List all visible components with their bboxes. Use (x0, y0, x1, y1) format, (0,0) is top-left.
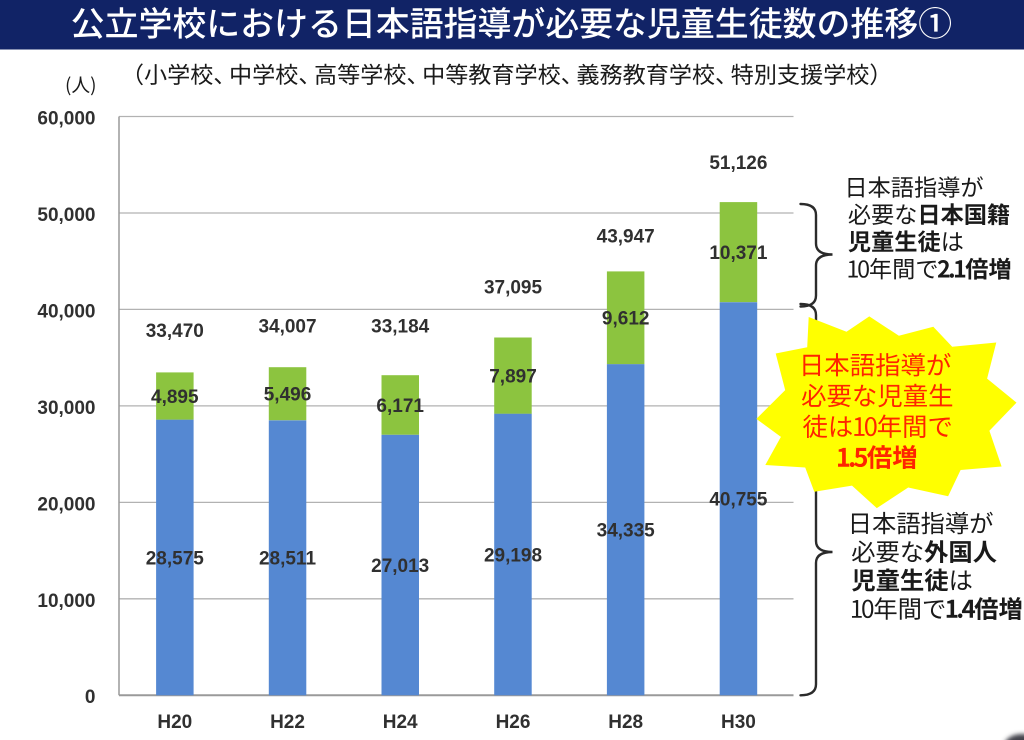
svg-text:28,575: 28,575 (146, 548, 205, 569)
svg-text:37,095: 37,095 (484, 278, 543, 299)
svg-text:30,000: 30,000 (37, 398, 95, 419)
svg-text:60,000: 60,000 (37, 108, 95, 129)
svg-text:H28: H28 (608, 712, 643, 733)
svg-text:6,171: 6,171 (376, 396, 424, 417)
svg-text:40,755: 40,755 (709, 490, 768, 511)
svg-text:10,371: 10,371 (709, 243, 768, 264)
svg-text:0: 0 (85, 687, 96, 708)
svg-text:H26: H26 (496, 712, 531, 733)
svg-text:34,007: 34,007 (258, 317, 316, 338)
svg-text:H22: H22 (270, 712, 305, 733)
svg-text:33,470: 33,470 (146, 321, 204, 342)
svg-text:51,126: 51,126 (709, 153, 767, 174)
svg-text:43,947: 43,947 (597, 226, 655, 247)
svg-text:4,895: 4,895 (151, 387, 199, 408)
svg-text:7,897: 7,897 (489, 367, 537, 388)
svg-text:H20: H20 (157, 712, 192, 733)
svg-text:28,511: 28,511 (259, 549, 316, 570)
svg-text:33,184: 33,184 (371, 317, 430, 338)
svg-text:H30: H30 (721, 712, 756, 733)
svg-text:H24: H24 (383, 712, 418, 733)
svg-text:40,000: 40,000 (37, 301, 95, 322)
svg-text:50,000: 50,000 (37, 205, 95, 226)
svg-text:34,335: 34,335 (597, 521, 656, 542)
svg-text:5,496: 5,496 (264, 385, 312, 406)
svg-text:29,198: 29,198 (484, 545, 542, 566)
svg-text:20,000: 20,000 (37, 494, 95, 515)
svg-text:27,013: 27,013 (371, 556, 429, 577)
svg-text:9,612: 9,612 (602, 309, 650, 330)
svg-text:10,000: 10,000 (37, 591, 95, 612)
